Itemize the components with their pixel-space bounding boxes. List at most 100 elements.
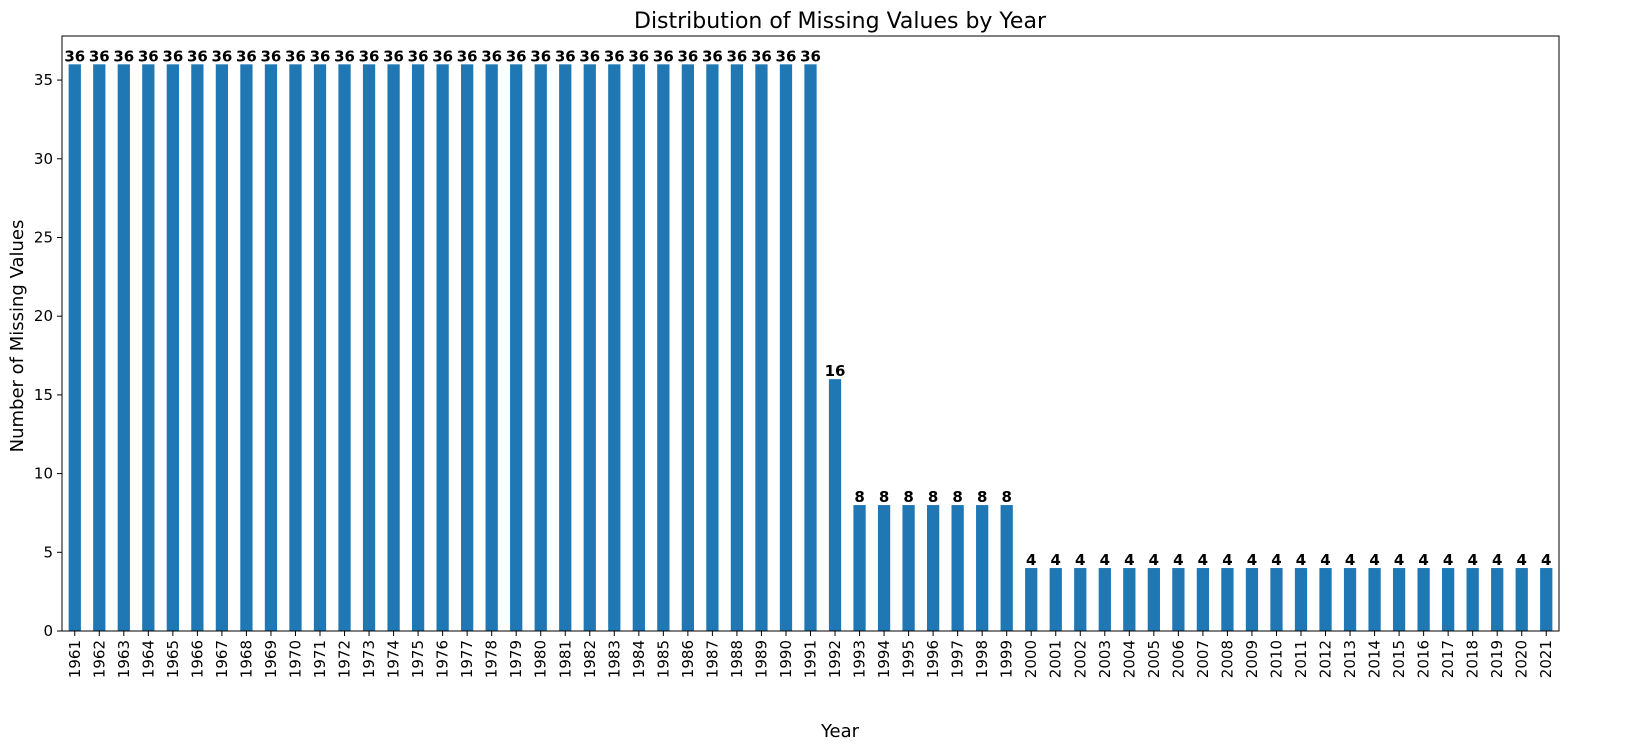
x-tick-label: 1976 [434, 640, 452, 678]
x-tick-label: 2010 [1267, 640, 1285, 678]
x-tick-label: 1987 [703, 640, 721, 678]
data-label-1998: 8 [977, 488, 987, 506]
bar-2003 [1098, 568, 1111, 631]
bar-2000 [1025, 568, 1038, 631]
data-label-1962: 36 [89, 47, 110, 65]
data-label-2016: 4 [1418, 551, 1428, 569]
bar-1973 [362, 64, 376, 632]
data-label-2009: 4 [1247, 551, 1257, 569]
bar-1987 [706, 64, 719, 632]
x-tick-label: 2002 [1071, 640, 1089, 678]
y-tick-label: 5 [43, 543, 53, 561]
data-label-2017: 4 [1443, 551, 1453, 569]
x-tick-label: 1995 [900, 640, 918, 678]
data-label-1967: 36 [211, 47, 232, 65]
bar-1969 [264, 64, 278, 632]
bar-2016 [1417, 568, 1430, 631]
y-tick-label: 10 [34, 465, 53, 483]
bar-1967 [215, 64, 229, 632]
bar-1997 [951, 505, 964, 631]
x-tick-label: 1979 [507, 640, 525, 678]
data-label-1980: 36 [530, 47, 551, 65]
data-labels-layer: 36 36 36 36 36 36 36 36 36 36 36 36 36 36 36 36 36 36 36 36… [64, 47, 1551, 569]
y-tick-label: 35 [34, 71, 53, 89]
x-tick-label: 2003 [1096, 640, 1114, 678]
data-label-1975: 36 [408, 47, 429, 65]
data-label-1963: 36 [113, 47, 134, 65]
bar-2004 [1123, 568, 1136, 631]
x-tick-label: 2012 [1317, 640, 1335, 678]
bar-1961 [68, 64, 81, 632]
data-label-1976: 36 [432, 47, 453, 65]
x-tick-label: 2014 [1366, 640, 1384, 678]
data-label-1964: 36 [138, 47, 159, 65]
x-tick-label: 1991 [802, 640, 820, 678]
x-tick-label: 1989 [752, 640, 770, 678]
x-tick-label: 1963 [115, 640, 133, 678]
x-tick-label: 1992 [826, 640, 844, 678]
bars-layer [68, 64, 1553, 632]
bar-1980 [534, 64, 547, 632]
bar-2001 [1049, 568, 1062, 631]
data-label-1988: 36 [726, 47, 747, 65]
x-tick-label: 1978 [483, 640, 501, 678]
bar-1988 [730, 64, 744, 632]
x-tick-label: 1981 [556, 640, 574, 678]
bar-1965 [166, 64, 179, 632]
x-tick-label: 2015 [1390, 640, 1408, 678]
bar-2018 [1466, 568, 1479, 631]
data-label-2021: 4 [1541, 551, 1551, 569]
bar-1979 [510, 64, 523, 632]
y-axis-label: Number of Missing Values [7, 220, 28, 453]
x-tick-label: 1968 [237, 640, 255, 678]
x-tick-label: 1977 [458, 640, 476, 678]
bar-1966 [191, 64, 204, 632]
x-tick-label: 1973 [360, 640, 378, 678]
bar-1964 [142, 64, 155, 632]
bar-1982 [583, 64, 596, 632]
bar-1995 [902, 505, 915, 631]
data-label-1992: 16 [825, 362, 846, 380]
x-tick-label: 2001 [1047, 640, 1065, 678]
x-tick-label: 1962 [90, 640, 108, 678]
x-tick-label: 1984 [630, 640, 648, 678]
y-tick-label: 15 [34, 386, 53, 404]
data-label-1973: 36 [359, 47, 380, 65]
data-label-1990: 36 [776, 47, 797, 65]
bar-2008 [1221, 568, 1234, 631]
bar-1990 [779, 64, 793, 632]
bar-1971 [313, 64, 327, 632]
bar-2006 [1172, 568, 1185, 631]
x-axis: 1961 1962 1963 1964 1965 1966 1967 1968 1969 1970… [66, 631, 1555, 678]
bar-1985 [657, 64, 670, 632]
x-tick-label: 1972 [336, 640, 354, 678]
bar-1989 [755, 64, 768, 632]
bar-1962 [93, 64, 106, 632]
bar-1986 [681, 64, 695, 632]
data-label-2005: 4 [1149, 551, 1159, 569]
data-label-1986: 36 [677, 47, 698, 65]
data-label-1971: 36 [310, 47, 331, 65]
data-label-2001: 4 [1051, 551, 1061, 569]
data-label-1972: 36 [334, 47, 355, 65]
x-tick-label: 2013 [1341, 640, 1359, 678]
x-tick-label: 2008 [1218, 640, 1236, 678]
bar-2015 [1392, 568, 1406, 631]
data-label-1968: 36 [236, 47, 257, 65]
data-label-1996: 8 [928, 488, 938, 506]
data-label-2006: 4 [1173, 551, 1183, 569]
bar-2007 [1196, 568, 1210, 631]
bar-2011 [1294, 568, 1308, 631]
bar-1984 [632, 64, 645, 632]
x-tick-label: 1990 [777, 640, 795, 678]
y-axis: 0 5 10 15 20 25 30 35 [34, 71, 62, 640]
bar-1977 [461, 64, 474, 632]
x-tick-label: 1961 [66, 640, 84, 678]
data-label-2003: 4 [1100, 551, 1110, 569]
bar-1992 [828, 379, 842, 631]
data-label-1969: 36 [261, 47, 282, 65]
data-label-2015: 4 [1394, 551, 1404, 569]
bar-2012 [1319, 568, 1332, 631]
x-tick-label: 1997 [949, 640, 967, 678]
bar-1963 [117, 64, 130, 632]
